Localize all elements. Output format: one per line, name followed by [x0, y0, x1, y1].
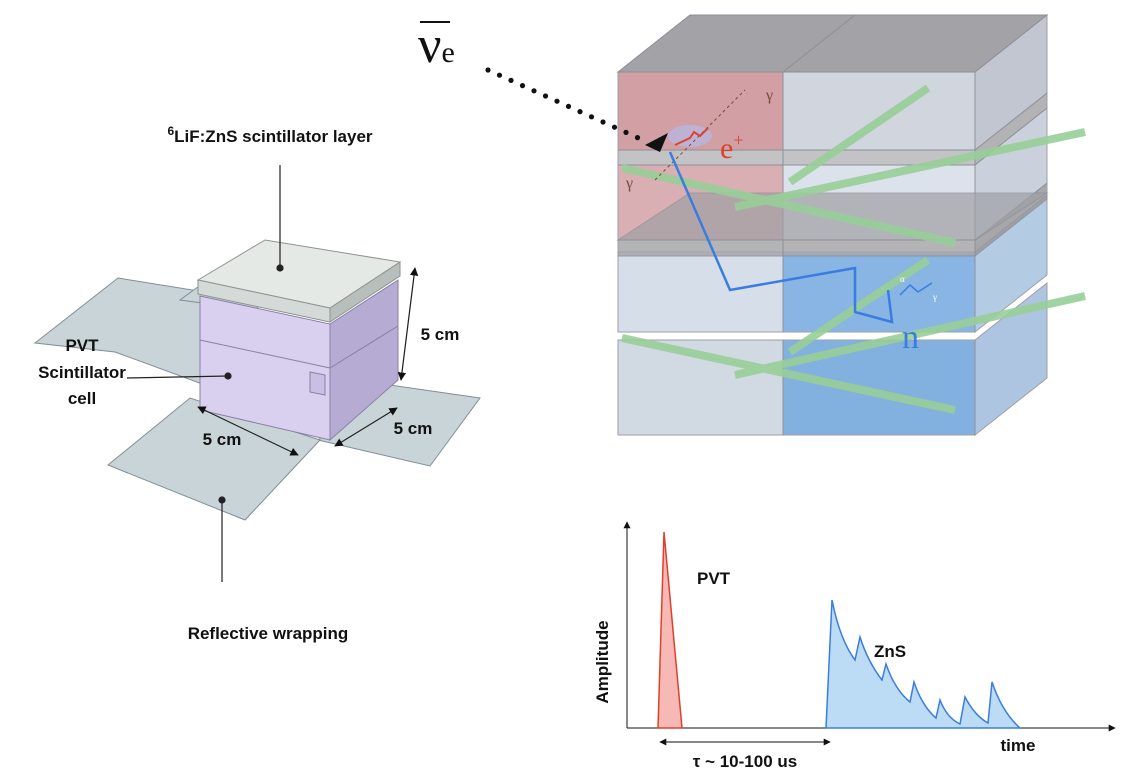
pulse-label: PVT: [697, 569, 731, 588]
delay-label: τ ~ 10-100 us: [693, 752, 797, 771]
path-dot: [611, 124, 618, 130]
rod: [787, 84, 931, 186]
rod: [734, 128, 1086, 211]
x-axis-label: time: [1001, 736, 1036, 755]
path-dot: [542, 93, 549, 99]
positron-track: [674, 127, 709, 146]
path-dot: [508, 77, 514, 83]
subscript: e: [442, 36, 455, 69]
dimension-arrow: [197, 406, 299, 456]
path-dot: [485, 67, 491, 73]
pulse-plot: [623, 521, 1116, 746]
pvt-label: Scintillator: [38, 363, 126, 382]
path-dot: [634, 135, 641, 141]
rod: [621, 164, 956, 247]
vertex-arrow: [645, 133, 668, 152]
neutron-track: [668, 151, 894, 324]
wrapping-label: Reflective wrapping: [188, 624, 349, 643]
gamma-label: γ: [765, 87, 773, 104]
pvt-label: cell: [68, 389, 96, 408]
path-dot: [519, 83, 526, 89]
path-dot: [496, 72, 503, 78]
path-dot: [577, 109, 583, 115]
cell-seam: [329, 325, 399, 369]
leader-dot: [224, 372, 232, 380]
cell-front: [617, 239, 784, 257]
cell-seam: [199, 339, 331, 369]
cell-front: [782, 71, 976, 151]
pvt-label: PVT: [65, 336, 99, 355]
cell-front: [617, 149, 784, 166]
symbol: e: [720, 132, 733, 165]
neutrino-path: [485, 67, 641, 141]
y-axis-label: Amplitude: [593, 620, 612, 703]
path-dot: [623, 129, 629, 135]
path-dot: [588, 114, 595, 120]
path-dot: [600, 119, 606, 125]
leader: [126, 375, 229, 379]
path-dot: [531, 88, 537, 94]
cell-edge: [782, 14, 856, 73]
cell-annotations: [126, 165, 419, 582]
event-tracks: [420, 21, 933, 324]
pvt-pulse: [657, 531, 683, 729]
notch: [309, 371, 326, 396]
capture-track: [899, 282, 933, 296]
path-dot: [565, 103, 572, 109]
leader-dot: [218, 496, 226, 504]
rod: [734, 292, 1086, 379]
detector-array: [616, 13, 1049, 437]
top-face: [616, 14, 1049, 73]
superscript: +: [733, 130, 743, 150]
dimension-label: 5 cm: [421, 325, 460, 344]
neutrino-label: νe: [418, 17, 455, 74]
rod: [621, 334, 956, 414]
rod: [787, 256, 931, 356]
dimension-label: 5 cm: [203, 430, 242, 449]
capture-label: γ: [932, 292, 937, 302]
label-text: LiF:ZnS scintillator layer: [174, 127, 373, 146]
positron-cloud: [668, 125, 712, 147]
pulse-label: ZnS: [874, 642, 906, 661]
path-dot: [554, 98, 560, 104]
positron-label: e+: [720, 130, 743, 165]
layer-label: 6LiF:ZnS scintillator layer: [167, 124, 372, 146]
symbol: ν: [418, 17, 442, 74]
gamma-label: γ: [625, 175, 633, 192]
dimension-label: 5 cm: [394, 419, 433, 438]
cell-drawing: [33, 239, 481, 521]
cell-front: [617, 251, 784, 333]
capture-label: α: [900, 274, 905, 284]
leader-dot: [276, 264, 284, 272]
rods: [621, 84, 1086, 414]
dimension-arrow: [334, 407, 398, 447]
dimension-arrow: [397, 267, 419, 381]
neutron-label: n: [902, 319, 919, 356]
zns-pulse: [825, 599, 1022, 729]
superscript: 6: [167, 124, 174, 138]
